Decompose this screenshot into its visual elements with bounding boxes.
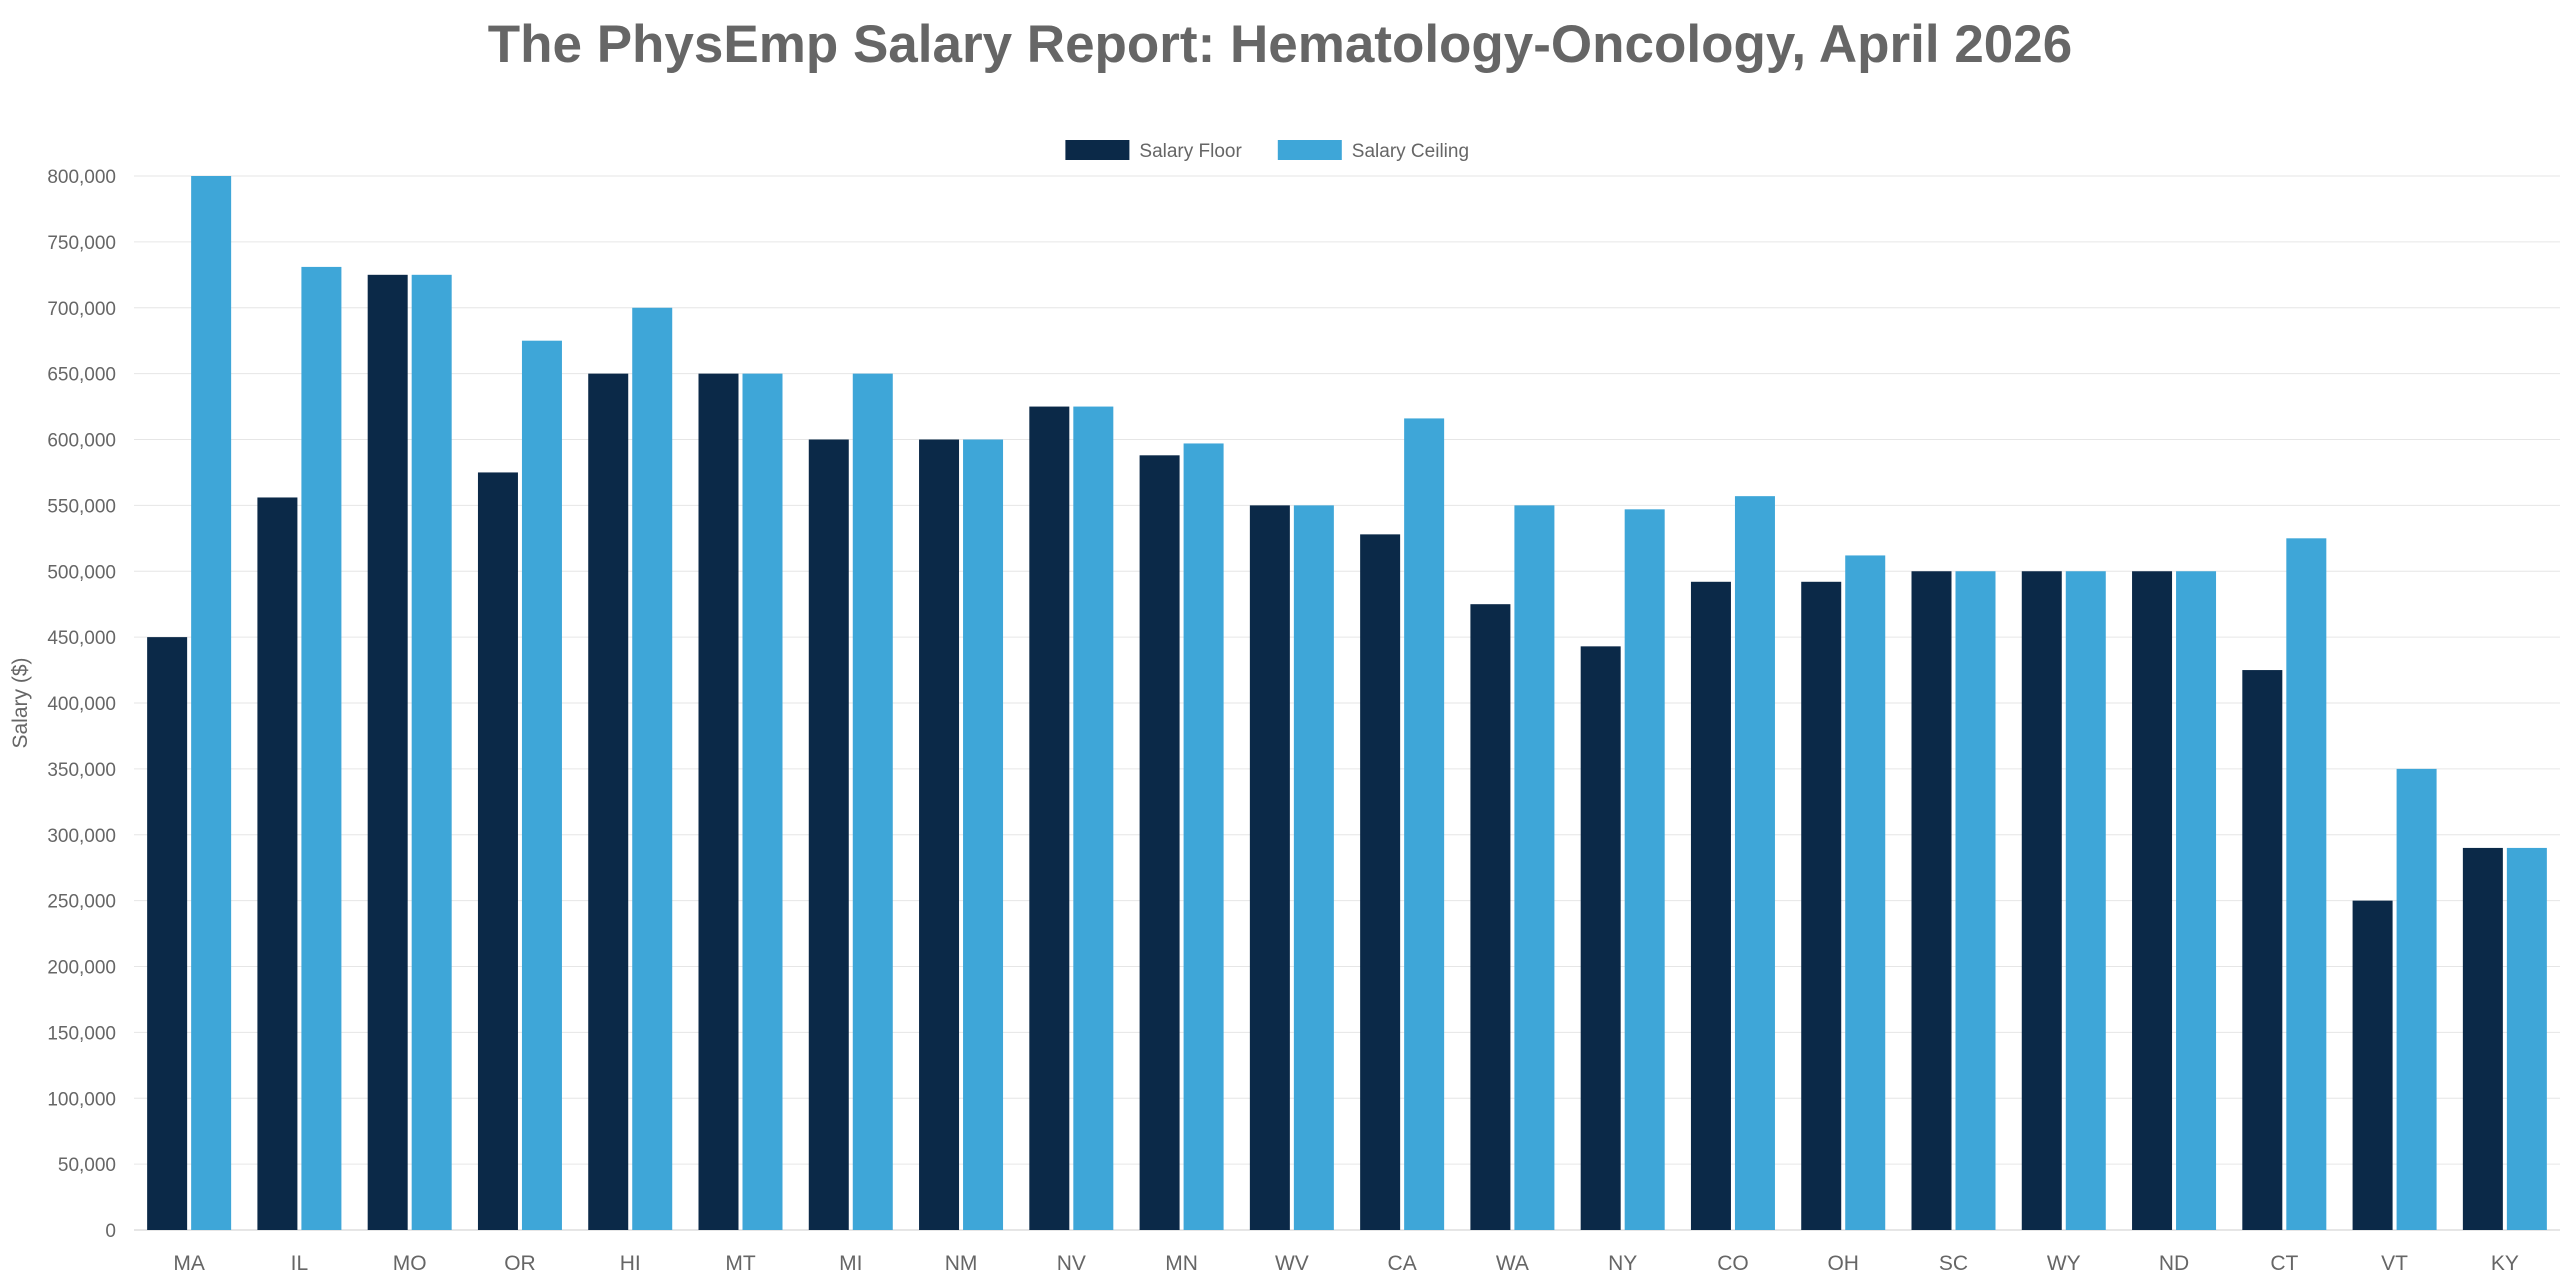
bar-salary-ceiling-mt: [742, 373, 783, 1230]
bar-salary-floor-or: [477, 472, 518, 1230]
bar-salary-floor-nv: [1029, 406, 1070, 1230]
bar-salary-floor-vt: [2352, 900, 2393, 1230]
y-tick-label: 800,000: [47, 167, 116, 188]
bar-salary-ceiling-ky: [2506, 847, 2547, 1230]
bar-salary-floor-hi: [588, 373, 629, 1230]
bar-salary-ceiling-co: [1734, 496, 1775, 1231]
y-tick-label: 50,000: [58, 1155, 116, 1176]
bar-salary-ceiling-nd: [2176, 571, 2217, 1230]
bar-salary-floor-co: [1690, 581, 1731, 1230]
y-axis-ticks: 0 50,000 100,000 150,000 200,000 250,000 300,0…: [47, 167, 116, 1242]
y-tick-label: 150,000: [47, 1023, 116, 1044]
bar-salary-ceiling-mo: [411, 274, 452, 1230]
y-tick-label: 0: [105, 1221, 116, 1242]
bar-salary-ceiling-mi: [852, 373, 893, 1230]
x-tick-label: HI: [620, 1252, 641, 1275]
x-tick-label: VT: [2381, 1252, 2408, 1275]
bar-salary-floor-nd: [2132, 571, 2173, 1230]
x-tick-label: OR: [504, 1252, 536, 1275]
bar-salary-ceiling-sc: [1955, 571, 1996, 1230]
bar-salary-ceiling-wv: [1293, 505, 1334, 1230]
bar-salary-floor-mt: [698, 373, 739, 1230]
bar-salary-ceiling-ny: [1624, 509, 1665, 1230]
bars: [147, 176, 2547, 1231]
x-tick-label: MI: [839, 1252, 862, 1275]
legend-swatch-salary-floor: [1065, 140, 1130, 160]
bar-salary-ceiling-vt: [2396, 768, 2437, 1230]
x-tick-label: WV: [1275, 1252, 1309, 1275]
bar-salary-floor-nm: [919, 439, 960, 1230]
y-tick-label: 300,000: [47, 826, 116, 847]
bar-salary-ceiling-wy: [2065, 571, 2106, 1230]
bar-salary-floor-ny: [1580, 646, 1621, 1230]
bar-salary-ceiling-ct: [2286, 538, 2327, 1230]
x-tick-label: NY: [1608, 1252, 1637, 1275]
y-tick-label: 550,000: [47, 496, 116, 517]
x-tick-label: CA: [1388, 1252, 1417, 1275]
y-tick-label: 500,000: [47, 562, 116, 583]
bar-salary-ceiling-hi: [632, 307, 673, 1230]
bar-salary-floor-wy: [2021, 571, 2062, 1230]
bar-salary-ceiling-nm: [963, 439, 1004, 1230]
x-tick-label: KY: [2491, 1252, 2519, 1275]
bar-salary-floor-il: [257, 497, 298, 1231]
legend-swatch-salary-ceiling: [1277, 140, 1342, 160]
x-tick-label: SC: [1939, 1252, 1968, 1275]
bar-salary-floor-mn: [1139, 455, 1180, 1230]
bar-salary-floor-ma: [147, 637, 188, 1230]
x-tick-label: WY: [2047, 1252, 2081, 1275]
x-tick-label: CT: [2270, 1252, 2298, 1275]
bar-salary-floor-mo: [367, 274, 408, 1230]
bar-salary-floor-ct: [2242, 670, 2283, 1230]
bar-salary-ceiling-il: [301, 266, 342, 1231]
bar-salary-floor-mi: [808, 439, 849, 1230]
x-tick-label: MN: [1165, 1252, 1198, 1275]
y-tick-label: 350,000: [47, 760, 116, 781]
bar-salary-floor-wv: [1249, 505, 1290, 1230]
bar-salary-floor-wa: [1470, 604, 1511, 1230]
y-tick-label: 600,000: [47, 431, 116, 452]
x-axis-ticks: MA IL MO OR HI MT MI NM NV MN WV CA WA NY CO OH SC WY ND CT…: [173, 1252, 2518, 1275]
bar-salary-ceiling-ma: [191, 176, 232, 1230]
x-tick-label: NM: [945, 1252, 978, 1275]
x-tick-label: MA: [173, 1252, 205, 1275]
bar-salary-floor-ca: [1360, 534, 1401, 1230]
x-tick-label: OH: [1827, 1252, 1859, 1275]
y-tick-label: 400,000: [47, 694, 116, 715]
bar-salary-ceiling-oh: [1845, 555, 1886, 1230]
bar-salary-ceiling-nv: [1073, 406, 1114, 1230]
bar-salary-ceiling-mn: [1183, 443, 1224, 1230]
x-tick-label: MT: [725, 1252, 755, 1275]
y-axis-title: Salary ($): [9, 657, 32, 748]
y-tick-label: 450,000: [47, 628, 116, 649]
y-tick-label: 650,000: [47, 365, 116, 386]
y-tick-label: 250,000: [47, 892, 116, 913]
bar-salary-floor-sc: [1911, 571, 1952, 1230]
legend-label-salary-ceiling: Salary Ceiling: [1352, 141, 1469, 162]
bar-salary-ceiling-or: [521, 340, 562, 1230]
legend-label-salary-floor: Salary Floor: [1139, 141, 1242, 162]
x-tick-label: NV: [1057, 1252, 1086, 1275]
bar-salary-ceiling-wa: [1514, 505, 1555, 1230]
y-tick-label: 700,000: [47, 299, 116, 320]
chart-title: The PhysEmp Salary Report: Hematology-On…: [487, 15, 2073, 74]
bar-salary-floor-ky: [2462, 847, 2503, 1230]
bar-salary-floor-oh: [1801, 581, 1842, 1230]
y-tick-label: 200,000: [47, 958, 116, 979]
x-tick-label: MO: [393, 1252, 427, 1275]
y-tick-label: 100,000: [47, 1089, 116, 1110]
y-tick-label: 750,000: [47, 233, 116, 254]
x-tick-label: WA: [1496, 1252, 1529, 1275]
bar-salary-ceiling-ca: [1404, 418, 1445, 1230]
x-tick-label: IL: [291, 1252, 309, 1275]
legend: Salary Floor Salary Ceiling: [1065, 140, 1469, 162]
x-tick-label: ND: [2159, 1252, 2189, 1275]
x-tick-label: CO: [1717, 1252, 1749, 1275]
